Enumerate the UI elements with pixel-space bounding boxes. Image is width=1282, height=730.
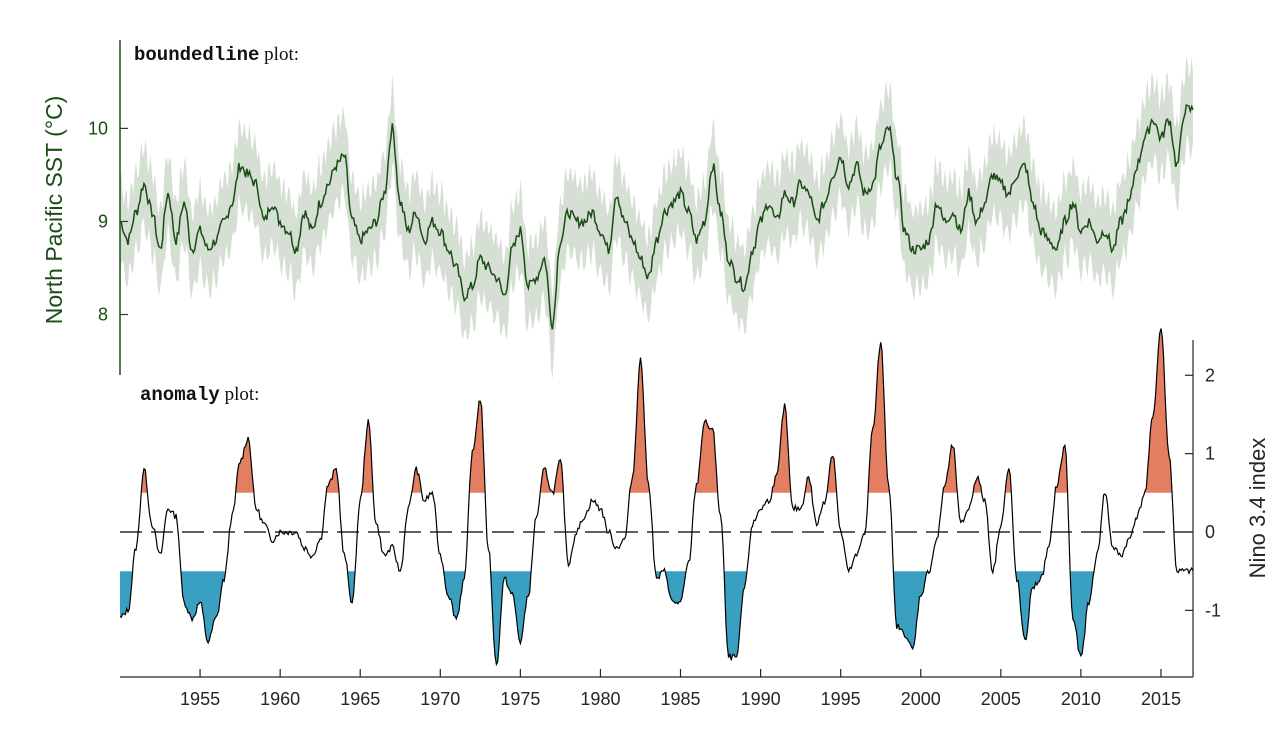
nino-y-ticks: -1 0 1 2 bbox=[1185, 365, 1221, 620]
negative-anomaly-fill bbox=[120, 571, 1190, 665]
x-tick-label: 1965 bbox=[340, 689, 380, 709]
x-tick-label: 2015 bbox=[1141, 689, 1181, 709]
x-tick-label: 2010 bbox=[1061, 689, 1101, 709]
nino-panel: 1955 1960 1965 1970 1975 1980 1985 1990 1995 2000… bbox=[119, 328, 1270, 709]
x-tick-label: 1955 bbox=[180, 689, 220, 709]
sst-panel-title-rest: plot: bbox=[259, 44, 299, 65]
nino-y-tick-label: 1 bbox=[1205, 444, 1215, 464]
sst-panel: 8 9 10 North Pacific SST (°C) boundedline … bbox=[41, 40, 1194, 380]
nino-y-axis-label: Nino 3.4 index bbox=[1245, 438, 1270, 579]
nino-panel-title-code: anomaly bbox=[140, 384, 220, 406]
x-tick-label: 1960 bbox=[260, 689, 300, 709]
x-tick-label: 1990 bbox=[741, 689, 781, 709]
sst-y-ticks: 8 9 10 bbox=[88, 118, 128, 325]
nino-index-line bbox=[119, 328, 1194, 667]
sst-y-tick-label: 8 bbox=[98, 305, 108, 325]
nino-y-tick-label: 0 bbox=[1205, 522, 1215, 542]
nino-panel-title-rest: plot: bbox=[220, 384, 260, 405]
nino-y-tick-label: -1 bbox=[1205, 600, 1221, 620]
x-tick-label: 1995 bbox=[821, 689, 861, 709]
sst-mean-line bbox=[119, 104, 1194, 330]
sst-y-axis-label: North Pacific SST (°C) bbox=[41, 96, 67, 325]
nino-y-tick-label: 2 bbox=[1205, 365, 1215, 385]
sst-uncertainty-band bbox=[120, 55, 1193, 380]
x-tick-label: 2005 bbox=[981, 689, 1021, 709]
x-tick-label: 1975 bbox=[500, 689, 540, 709]
sst-y-tick-label: 9 bbox=[98, 211, 108, 231]
sst-y-tick-label: 10 bbox=[88, 118, 108, 138]
x-tick-label: 2000 bbox=[901, 689, 941, 709]
x-tick-label: 1970 bbox=[420, 689, 460, 709]
nino-panel-title: anomaly plot: bbox=[140, 384, 259, 406]
sst-panel-title: boundedline plot: bbox=[134, 44, 299, 66]
x-tick-label: 1985 bbox=[660, 689, 700, 709]
x-ticks: 1955 1960 1965 1970 1975 1980 1985 1990 1995 2000… bbox=[180, 669, 1181, 709]
x-tick-label: 1980 bbox=[580, 689, 620, 709]
sst-panel-title-code: boundedline bbox=[134, 44, 259, 66]
positive-anomaly-fill bbox=[141, 328, 1173, 493]
